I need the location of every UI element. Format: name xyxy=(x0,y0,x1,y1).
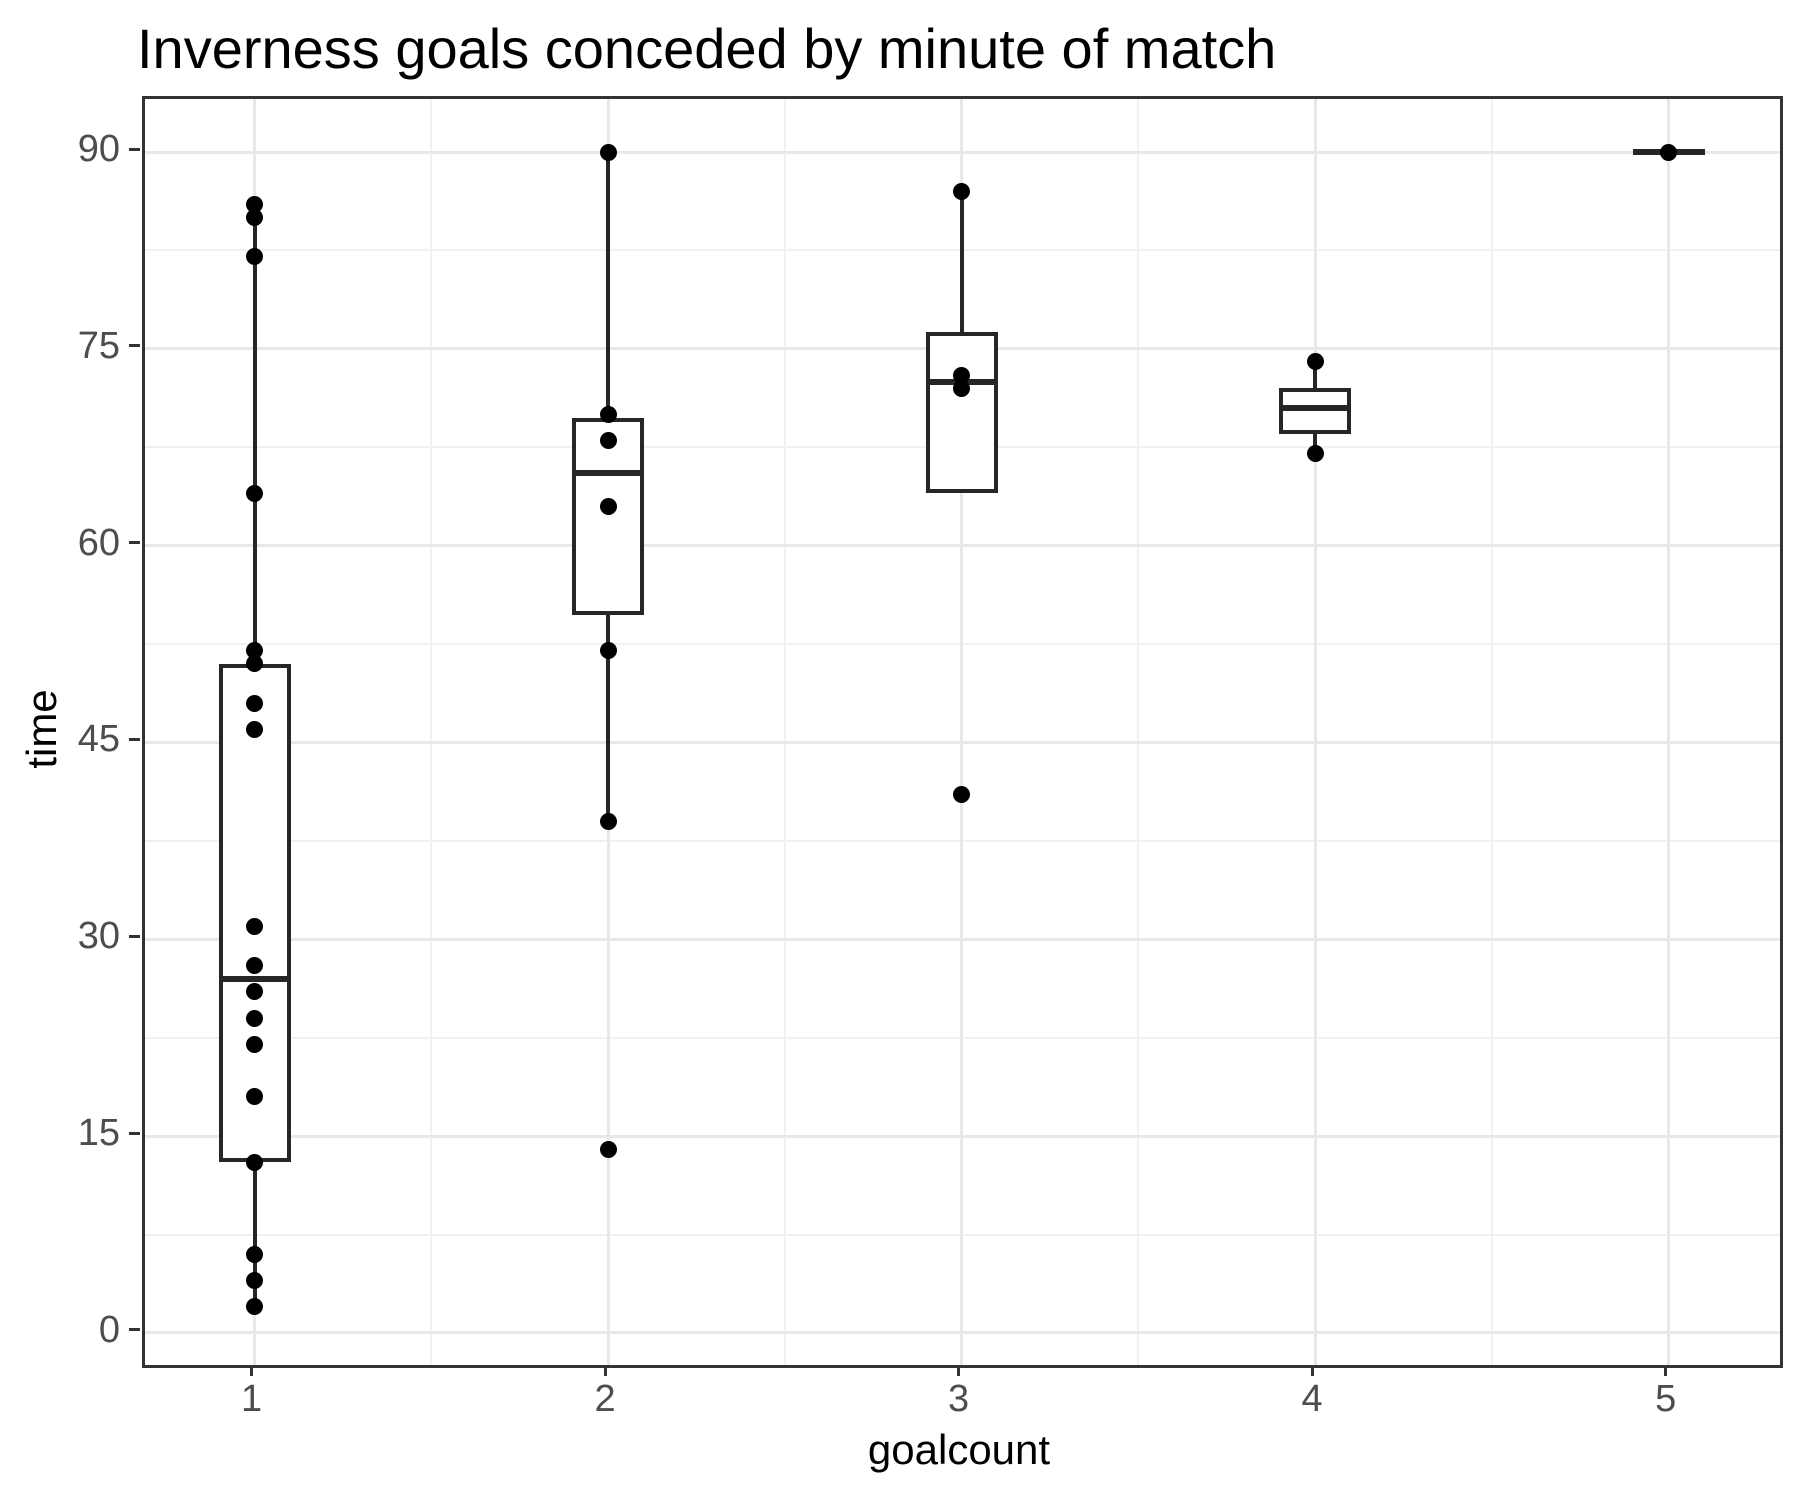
y-axis-tick xyxy=(129,147,140,151)
data-point xyxy=(246,983,264,1001)
data-point xyxy=(246,1035,264,1053)
data-point xyxy=(953,786,971,804)
whisker-upper xyxy=(1313,361,1318,389)
x-tick-label: 4 xyxy=(1301,1378,1323,1420)
data-point xyxy=(599,1140,617,1158)
y-axis-tick xyxy=(129,737,140,741)
data-point xyxy=(246,720,264,738)
data-point xyxy=(246,1088,264,1106)
boxplot-median xyxy=(1279,404,1352,411)
x-axis-tick xyxy=(603,1365,607,1376)
boxplot-median xyxy=(218,975,291,982)
y-tick-label: 45 xyxy=(77,718,120,761)
data-point xyxy=(953,366,971,384)
data-point xyxy=(246,1298,264,1316)
y-tick-label: 0 xyxy=(98,1308,120,1351)
y-tick-label: 30 xyxy=(77,915,120,958)
data-point xyxy=(1660,143,1678,161)
gridline-x-minor xyxy=(783,99,786,1365)
y-axis-tick xyxy=(129,934,140,938)
whisker-lower xyxy=(252,1162,257,1307)
y-axis-tick xyxy=(129,1328,140,1332)
gridline-x-minor xyxy=(1490,99,1493,1365)
data-point xyxy=(599,812,617,830)
y-axis-tick xyxy=(129,1131,140,1135)
data-point xyxy=(246,484,264,502)
x-axis-tick xyxy=(1664,1365,1668,1376)
data-point xyxy=(246,642,264,660)
y-tick-label: 75 xyxy=(77,324,120,367)
whisker-lower xyxy=(606,614,611,822)
gridline-x-major xyxy=(1667,99,1671,1365)
gridline-x-major xyxy=(1313,99,1317,1365)
x-tick-label: 3 xyxy=(948,1378,970,1420)
data-point xyxy=(246,1245,264,1263)
data-point xyxy=(246,196,264,213)
data-point xyxy=(246,209,264,227)
data-point xyxy=(599,405,617,423)
boxplot-box xyxy=(218,663,291,1163)
plot-panel xyxy=(142,96,1783,1368)
x-axis-tick xyxy=(1310,1365,1314,1376)
whisker-upper xyxy=(959,191,964,333)
data-point xyxy=(246,655,264,673)
x-tick-label: 2 xyxy=(594,1378,616,1420)
data-point xyxy=(246,957,264,975)
boxplot-median xyxy=(572,470,645,477)
whisker-lower xyxy=(1313,434,1318,454)
y-tick-label: 90 xyxy=(77,128,120,170)
x-tick-label: 1 xyxy=(241,1378,263,1420)
x-axis-title: goalcount xyxy=(867,1426,1051,1473)
boxplot-box xyxy=(925,332,998,494)
x-axis-tick xyxy=(250,1365,254,1376)
boxplot-box xyxy=(1279,388,1352,435)
data-point xyxy=(246,1009,264,1027)
data-point xyxy=(246,694,264,712)
gridline-x-major xyxy=(960,99,964,1365)
gridline-x-minor xyxy=(1137,99,1140,1365)
plot-title: Inverness goals conceded by minute of ma… xyxy=(137,17,1277,80)
data-point xyxy=(246,1153,264,1171)
data-point xyxy=(1306,445,1324,463)
data-point xyxy=(599,497,617,515)
data-point xyxy=(246,248,264,266)
y-tick-label: 15 xyxy=(77,1112,120,1155)
data-point xyxy=(599,143,617,161)
data-point xyxy=(1306,353,1324,371)
whisker-upper xyxy=(252,204,257,664)
data-point xyxy=(246,1271,264,1289)
data-point xyxy=(599,642,617,660)
x-tick-label: 5 xyxy=(1655,1378,1677,1420)
data-point xyxy=(953,379,971,397)
y-axis-title: time xyxy=(18,689,65,769)
data-point xyxy=(953,182,971,200)
y-axis-tick xyxy=(129,344,140,348)
whisker-upper xyxy=(606,152,611,418)
data-point xyxy=(599,432,617,450)
x-axis-tick xyxy=(957,1365,961,1376)
y-axis-tick xyxy=(129,541,140,545)
gridline-x-minor xyxy=(430,99,433,1365)
y-tick-label: 60 xyxy=(77,521,120,564)
data-point xyxy=(246,917,264,935)
